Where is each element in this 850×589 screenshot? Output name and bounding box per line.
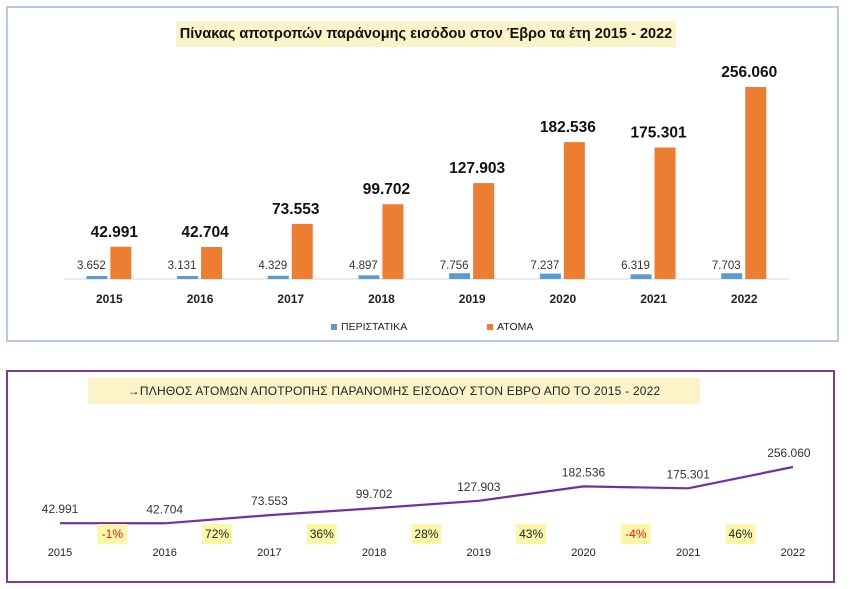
bar-chart-panel: Πίνακας αποτροπών παράνομης εισόδου στον… (6, 6, 839, 342)
incidents-data-label: 7.237 (530, 260, 559, 272)
yoy-change-label: 72% (205, 527, 229, 541)
yoy-change-label: 43% (519, 527, 543, 541)
change-highlight (202, 524, 233, 544)
x-tick-label: 2020 (549, 292, 576, 306)
line-data-label: 73.553 (251, 494, 288, 508)
line-data-label: 42.991 (42, 502, 79, 516)
x-tick-label: 2020 (571, 547, 595, 559)
x-tick-label: 2021 (640, 292, 667, 306)
incidents-bar (86, 276, 108, 279)
incidents-bar (721, 273, 743, 279)
change-highlight (620, 524, 651, 544)
change-highlight (516, 524, 547, 544)
bar-chart: 3.652 42.991 2015 3.131 42.704 2016 4.329 73.55… (64, 64, 790, 333)
persons-data-label: 256.060 (721, 64, 777, 81)
yoy-change-label: -1% (102, 527, 124, 541)
line-chart: 42.991 2015 42.704 2016 73.553 2017 99.702 2018… (42, 446, 811, 559)
legend-swatch-incidents (331, 324, 337, 330)
change-highlight (97, 524, 128, 544)
incidents-data-label: 7.703 (712, 260, 741, 272)
x-tick-label: 2017 (257, 547, 281, 559)
persons-data-label: 127.903 (449, 160, 505, 177)
x-tick-label: 2016 (152, 547, 176, 559)
persons-data-label: 42.704 (181, 224, 229, 241)
change-highlight (411, 524, 442, 544)
x-tick-label: 2021 (676, 547, 700, 559)
legend-swatch-persons (487, 324, 493, 330)
change-highlight (306, 524, 337, 544)
x-tick-label: 2015 (96, 292, 123, 306)
x-tick-label: 2022 (731, 292, 758, 306)
persons-data-label: 182.536 (540, 119, 596, 136)
line-chart-title: →ΠΛΗΘΟΣ ΑΤΟΜΩΝ ΑΠΟΤΡΟΠΗΣ ΠΑΡΑΝΟΜΗΣ ΕΙΣΟΔ… (88, 378, 700, 404)
persons-bar (110, 246, 132, 279)
persons-data-label: 175.301 (631, 125, 687, 142)
persons-line (59, 465, 794, 525)
legend-label-persons: ΑΤΟΜΑ (497, 321, 533, 333)
incidents-bar (539, 273, 561, 279)
x-tick-label: 2018 (368, 292, 395, 306)
yoy-change-label: 28% (414, 527, 438, 541)
persons-bar (201, 246, 223, 279)
persons-data-label: 73.553 (272, 201, 320, 218)
yoy-change-label: -4% (625, 527, 647, 541)
persons-bar (473, 183, 495, 279)
persons-bar (291, 223, 313, 279)
line-data-label: 99.702 (356, 487, 393, 501)
x-tick-label: 2015 (48, 547, 72, 559)
incidents-bar (267, 275, 289, 279)
persons-data-label: 42.991 (91, 224, 139, 241)
incidents-bar (449, 273, 471, 279)
incidents-data-label: 3.652 (77, 260, 106, 272)
persons-bar (382, 204, 404, 279)
incidents-data-label: 6.319 (621, 260, 650, 272)
incidents-bar (630, 274, 652, 279)
line-data-label: 175.301 (667, 467, 711, 481)
line-data-label: 182.536 (562, 465, 606, 479)
x-tick-label: 2016 (187, 292, 214, 306)
x-tick-label: 2019 (459, 292, 486, 306)
change-highlight (725, 524, 756, 544)
line-data-label: 256.060 (767, 446, 811, 460)
bar-chart-title: Πίνακας αποτροπών παράνομης εισόδου στον… (176, 21, 676, 47)
incidents-data-label: 4.897 (349, 260, 378, 272)
line-chart-title-text: ΠΛΗΘΟΣ ΑΤΟΜΩΝ ΑΠΟΤΡΟΠΗΣ ΠΑΡΑΝΟΜΗΣ ΕΙΣΟΔΟ… (139, 384, 661, 398)
yoy-change-label: 36% (310, 527, 334, 541)
incidents-bar (358, 275, 380, 279)
line-data-label: 127.903 (457, 480, 501, 494)
incidents-data-label: 3.131 (168, 260, 197, 272)
x-tick-label: 2017 (277, 292, 304, 306)
x-tick-label: 2022 (781, 547, 805, 559)
persons-data-label: 99.702 (363, 181, 410, 198)
line-data-label: 42.704 (146, 502, 183, 516)
incidents-data-label: 4.329 (258, 260, 287, 272)
incidents-data-label: 7.756 (440, 260, 469, 272)
persons-bar (745, 87, 767, 279)
legend-label-incidents: ΠΕΡΙΣΤΑΤΙΚΑ (341, 321, 407, 333)
line-chart-panel: →ΠΛΗΘΟΣ ΑΤΟΜΩΝ ΑΠΟΤΡΟΠΗΣ ΠΑΡΑΝΟΜΗΣ ΕΙΣΟΔ… (6, 370, 835, 583)
yoy-change-label: 46% (729, 527, 753, 541)
incidents-bar (177, 276, 199, 279)
x-tick-label: 2019 (467, 547, 491, 559)
persons-bar (654, 147, 676, 279)
x-tick-label: 2018 (362, 547, 386, 559)
persons-bar (563, 142, 585, 279)
